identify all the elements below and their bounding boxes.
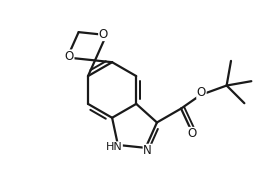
Text: O: O xyxy=(197,86,206,99)
Text: N: N xyxy=(143,144,152,157)
Text: HN: HN xyxy=(106,142,122,152)
Text: O: O xyxy=(65,50,74,63)
Text: O: O xyxy=(99,28,108,41)
Text: O: O xyxy=(187,127,197,140)
